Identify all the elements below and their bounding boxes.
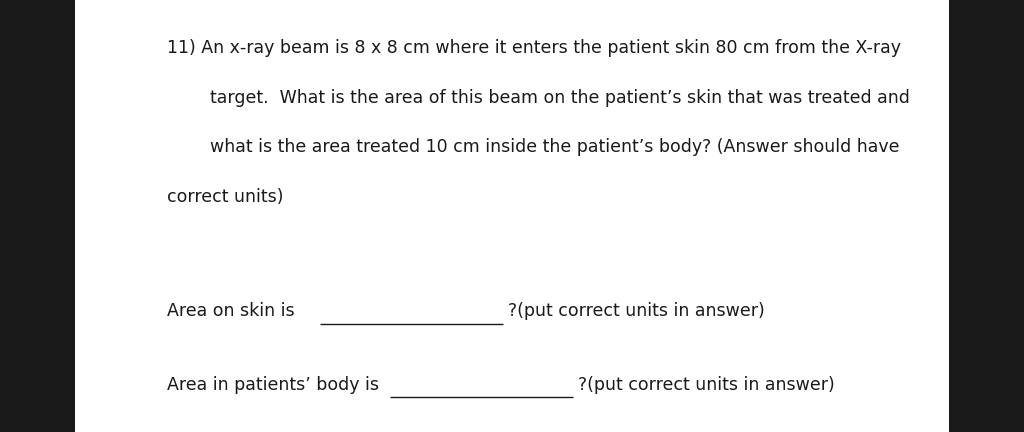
Text: ?(put correct units in answer): ?(put correct units in answer) (508, 302, 764, 321)
Text: what is the area treated 10 cm inside the patient’s body? (Answer should have: what is the area treated 10 cm inside th… (210, 138, 900, 156)
Text: target.  What is the area of this beam on the patient’s skin that was treated an: target. What is the area of this beam on… (210, 89, 910, 107)
Text: ?(put correct units in answer): ?(put correct units in answer) (578, 376, 835, 394)
Text: Area on skin is: Area on skin is (167, 302, 294, 321)
Text: 11) An x-ray beam is 8 x 8 cm where it enters the patient skin 80 cm from the X-: 11) An x-ray beam is 8 x 8 cm where it e… (167, 39, 900, 57)
Text: correct units): correct units) (167, 188, 283, 206)
Text: Area in patients’ body is: Area in patients’ body is (167, 376, 384, 394)
